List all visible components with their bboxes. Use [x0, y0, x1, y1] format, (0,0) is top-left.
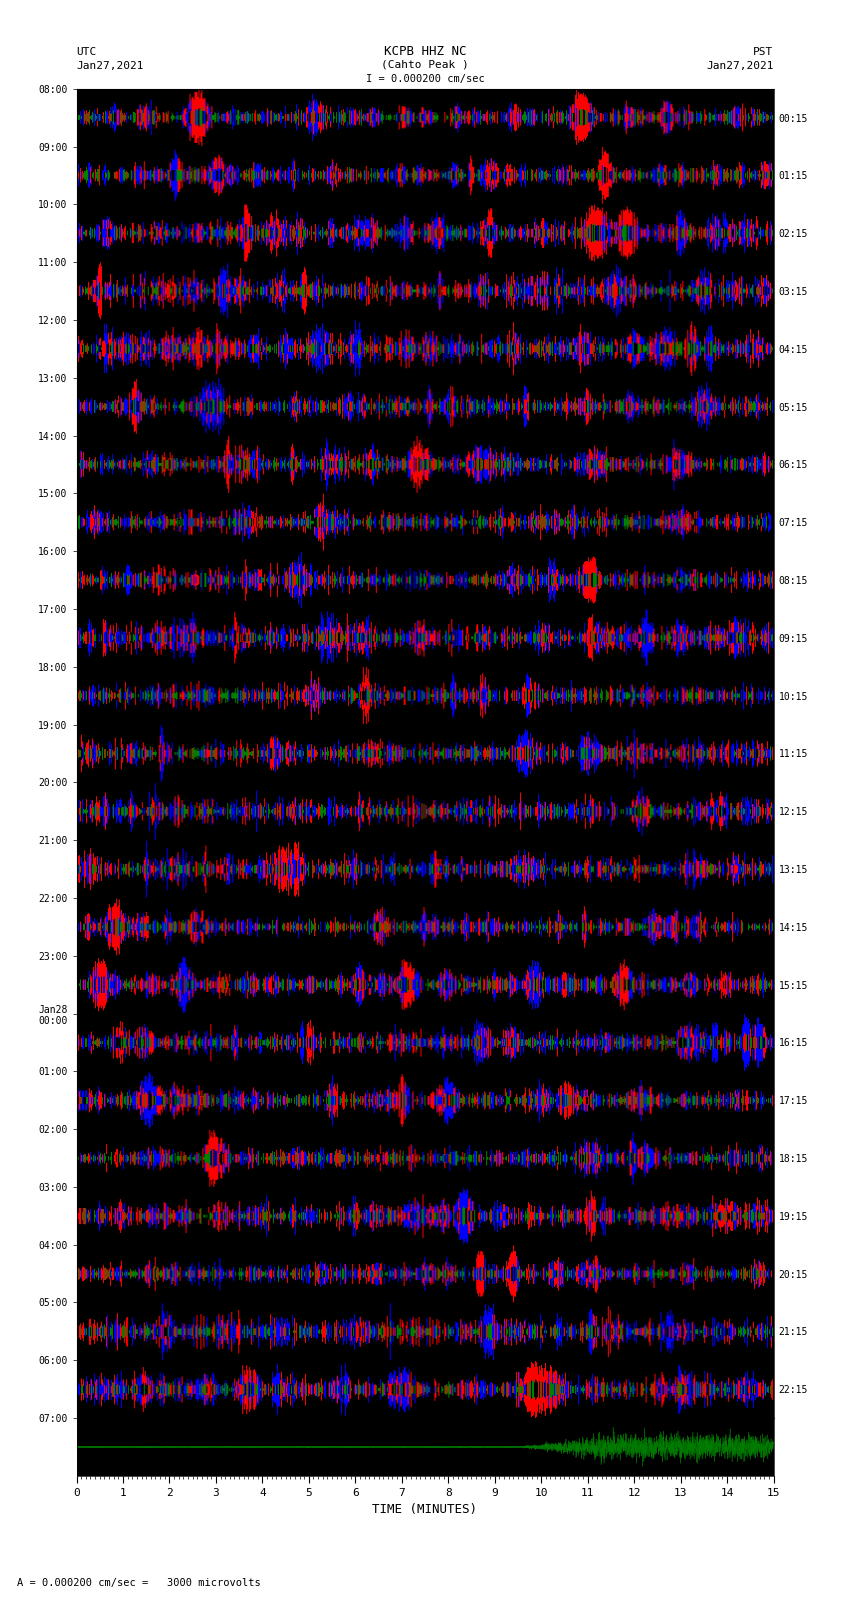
Text: Jan27,2021: Jan27,2021 [706, 61, 774, 71]
Text: A = 0.000200 cm/sec =   3000 microvolts: A = 0.000200 cm/sec = 3000 microvolts [17, 1578, 261, 1587]
Text: I = 0.000200 cm/sec: I = 0.000200 cm/sec [366, 74, 484, 84]
Text: (Cahto Peak ): (Cahto Peak ) [381, 60, 469, 69]
X-axis label: TIME (MINUTES): TIME (MINUTES) [372, 1503, 478, 1516]
Text: Jan27,2021: Jan27,2021 [76, 61, 144, 71]
Text: KCPB HHZ NC: KCPB HHZ NC [383, 45, 467, 58]
Text: PST: PST [753, 47, 774, 56]
Text: UTC: UTC [76, 47, 97, 56]
